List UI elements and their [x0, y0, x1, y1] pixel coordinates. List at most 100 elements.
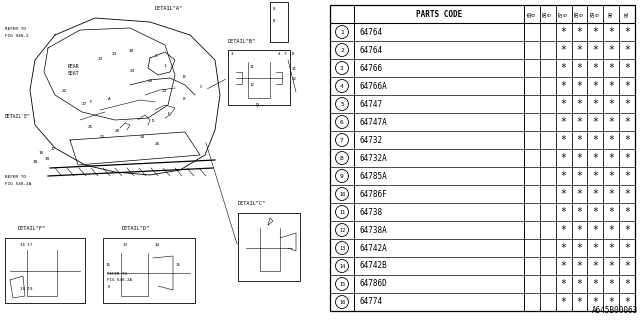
- Text: 64732A: 64732A: [360, 154, 388, 163]
- Text: FIG 640-2A: FIG 640-2A: [107, 278, 132, 282]
- Text: DETAIL"F": DETAIL"F": [18, 226, 46, 231]
- Text: *: *: [608, 99, 614, 109]
- Text: REFER TO: REFER TO: [5, 175, 26, 179]
- Text: A645B00063: A645B00063: [592, 306, 638, 315]
- Text: REAR: REAR: [68, 64, 79, 69]
- Text: 88
0: 88 0: [575, 11, 584, 17]
- Text: 10: 10: [128, 49, 133, 53]
- Text: *: *: [561, 135, 566, 145]
- Text: *: *: [624, 99, 630, 109]
- Text: SEAT: SEAT: [68, 71, 79, 76]
- Text: *: *: [577, 297, 582, 307]
- Text: 20: 20: [115, 129, 120, 133]
- Text: *: *: [593, 63, 598, 73]
- Text: *: *: [624, 63, 630, 73]
- Text: *: *: [561, 297, 566, 307]
- Text: *: *: [608, 171, 614, 181]
- Text: *: *: [593, 117, 598, 127]
- Text: *: *: [593, 225, 598, 235]
- Text: 64766A: 64766A: [360, 82, 388, 91]
- Text: *: *: [624, 225, 630, 235]
- Text: DETAIL"B": DETAIL"B": [228, 39, 256, 44]
- Text: 7  8: 7 8: [284, 52, 294, 56]
- Text: *: *: [608, 261, 614, 271]
- Text: 23: 23: [148, 79, 153, 83]
- Text: *: *: [577, 117, 582, 127]
- Text: 91: 91: [625, 11, 630, 17]
- Text: 64742A: 64742A: [360, 244, 388, 252]
- Text: *: *: [608, 81, 614, 91]
- Text: 15: 15: [176, 263, 181, 267]
- Text: 19: 19: [44, 157, 49, 161]
- Text: *: *: [577, 261, 582, 271]
- Text: 18 19: 18 19: [20, 287, 33, 291]
- Text: 12: 12: [292, 77, 297, 81]
- Text: 22: 22: [62, 89, 67, 93]
- Text: *: *: [561, 243, 566, 253]
- Text: *: *: [593, 99, 598, 109]
- Text: *: *: [593, 189, 598, 199]
- Text: *: *: [577, 63, 582, 73]
- Bar: [103, 238, 195, 303]
- Text: 10: 10: [339, 191, 345, 196]
- Text: *: *: [608, 279, 614, 289]
- Text: 2: 2: [340, 47, 344, 52]
- Text: 64785A: 64785A: [360, 172, 388, 180]
- Bar: [270, 2, 288, 42]
- Text: *: *: [593, 297, 598, 307]
- Text: *: *: [561, 81, 566, 91]
- Text: 4: 4: [340, 84, 344, 89]
- Text: 8: 8: [273, 7, 275, 11]
- Text: 16: 16: [339, 300, 345, 305]
- Text: 11: 11: [250, 65, 255, 69]
- Bar: [5, 238, 85, 303]
- Text: *: *: [608, 153, 614, 163]
- Text: *: *: [593, 27, 598, 37]
- Text: C: C: [200, 85, 203, 89]
- Text: 23: 23: [130, 69, 135, 73]
- Text: 14: 14: [339, 263, 345, 268]
- Text: 64774: 64774: [360, 298, 383, 307]
- Text: 64766: 64766: [360, 63, 383, 73]
- Text: *: *: [561, 261, 566, 271]
- Text: *: *: [577, 27, 582, 37]
- Text: *: *: [577, 99, 582, 109]
- Text: 26: 26: [155, 142, 160, 146]
- Text: B: B: [273, 19, 275, 23]
- Text: *: *: [561, 27, 566, 37]
- Text: *: *: [577, 279, 582, 289]
- Text: 14: 14: [155, 243, 160, 247]
- Text: 15: 15: [106, 263, 111, 267]
- Text: *: *: [624, 27, 630, 37]
- Text: *: *: [624, 81, 630, 91]
- Text: 13: 13: [339, 245, 345, 251]
- Text: *: *: [593, 207, 598, 217]
- Text: 86
0: 86 0: [543, 11, 552, 17]
- Text: REFER TO: REFER TO: [5, 27, 26, 31]
- Text: 16: 16: [38, 151, 44, 155]
- Text: DETAIL'E": DETAIL'E": [5, 114, 31, 119]
- Text: *: *: [577, 207, 582, 217]
- Text: 4: 4: [278, 52, 280, 56]
- Text: *: *: [577, 225, 582, 235]
- Text: 2: 2: [155, 54, 157, 58]
- Text: *: *: [561, 225, 566, 235]
- Text: 64738A: 64738A: [360, 226, 388, 235]
- Text: *: *: [561, 207, 566, 217]
- Text: 5: 5: [340, 101, 344, 107]
- Text: DETAIL"A": DETAIL"A": [155, 6, 183, 11]
- Text: 1: 1: [163, 64, 166, 68]
- Text: 85
0: 85 0: [527, 11, 537, 17]
- Text: 17: 17: [50, 147, 55, 151]
- Text: 9: 9: [340, 173, 344, 179]
- Text: A: A: [108, 97, 111, 101]
- Text: REFER TO: REFER TO: [107, 272, 127, 276]
- Text: 13: 13: [123, 243, 128, 247]
- Text: 12: 12: [250, 83, 255, 87]
- Text: 8: 8: [183, 97, 186, 101]
- Text: 64738: 64738: [360, 207, 383, 217]
- Text: 64786F: 64786F: [360, 189, 388, 198]
- Text: 87
0: 87 0: [559, 11, 568, 17]
- Text: 64742B: 64742B: [360, 261, 388, 270]
- Text: *: *: [593, 261, 598, 271]
